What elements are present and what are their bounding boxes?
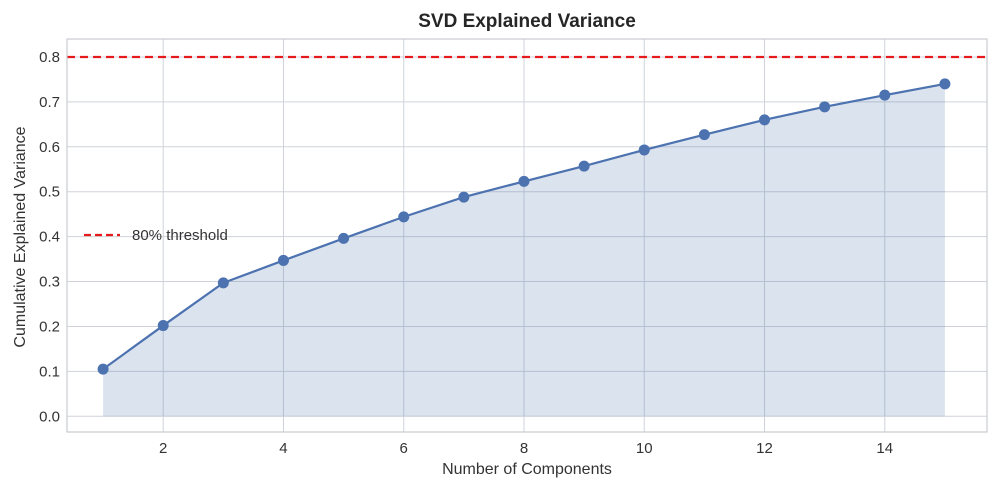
y-tick-label-0.6: 0.6 bbox=[39, 139, 60, 156]
y-tick-label-0.5: 0.5 bbox=[39, 184, 60, 201]
x-tick-label-6: 6 bbox=[400, 440, 408, 457]
data-point-6 bbox=[398, 211, 410, 223]
y-tick-label-0.2: 0.2 bbox=[39, 318, 60, 335]
series-group bbox=[97, 78, 951, 375]
data-point-1 bbox=[97, 363, 109, 375]
y-tick-label-0.0: 0.0 bbox=[39, 408, 60, 425]
data-point-13 bbox=[819, 101, 831, 113]
x-tick-label-8: 8 bbox=[520, 440, 528, 457]
data-point-10 bbox=[638, 144, 650, 156]
data-point-15 bbox=[939, 78, 951, 90]
x-tick-label-14: 14 bbox=[876, 440, 893, 457]
y-axis-label: Cumulative Explained Variance bbox=[12, 126, 29, 347]
legend: 80% threshold bbox=[84, 227, 228, 244]
y-tick-label-0.1: 0.1 bbox=[39, 363, 60, 380]
data-point-8 bbox=[518, 175, 530, 187]
data-point-4 bbox=[277, 254, 289, 266]
x-tick-label-4: 4 bbox=[279, 440, 287, 457]
x-tick-label-2: 2 bbox=[159, 440, 167, 457]
y-tick-label-0.7: 0.7 bbox=[39, 94, 60, 111]
data-point-2 bbox=[157, 320, 169, 332]
data-point-7 bbox=[458, 191, 470, 203]
tick-labels: 2 4 6 8 10 12 14 0.0 0.1 0.2 0.3 0.4 0.5 0.6 0.7 0.8 bbox=[39, 49, 893, 457]
data-point-9 bbox=[578, 160, 590, 172]
chart-title: SVD Explained Variance bbox=[418, 11, 636, 32]
data-point-11 bbox=[698, 129, 710, 141]
data-point-3 bbox=[217, 277, 229, 289]
plot-frame bbox=[66, 38, 988, 433]
legend-threshold-label: 80% threshold bbox=[132, 227, 228, 244]
filled-area-group bbox=[103, 83, 945, 417]
x-tick-label-10: 10 bbox=[636, 440, 653, 457]
y-tick-label-0.8: 0.8 bbox=[39, 49, 60, 66]
grid bbox=[67, 39, 987, 432]
y-tick-label-0.3: 0.3 bbox=[39, 274, 60, 291]
filled-area bbox=[103, 83, 945, 417]
data-point-12 bbox=[759, 114, 771, 126]
y-tick-label-0.4: 0.4 bbox=[39, 229, 60, 246]
x-tick-label-12: 12 bbox=[756, 440, 773, 457]
data-point-14 bbox=[879, 89, 891, 101]
data-point-5 bbox=[338, 232, 350, 244]
x-axis-label: Number of Components bbox=[442, 461, 612, 478]
